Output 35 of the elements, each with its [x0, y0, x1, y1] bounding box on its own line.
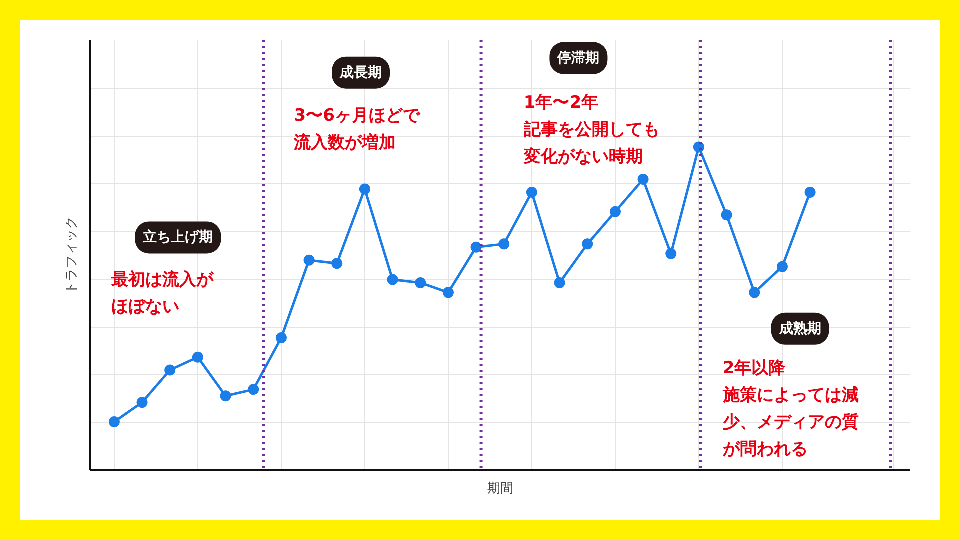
point	[776, 261, 788, 272]
annotation: 成熟期	[778, 320, 822, 337]
y-axis-title: トラフィック	[64, 216, 80, 294]
point	[304, 254, 315, 266]
point	[136, 397, 148, 408]
point	[442, 287, 454, 298]
text: 停滞期	[556, 50, 600, 66]
point	[610, 206, 621, 218]
point	[666, 248, 677, 260]
point	[638, 174, 649, 186]
point	[220, 390, 232, 402]
point	[582, 238, 594, 250]
point	[248, 384, 260, 396]
x-axis-title: 期間	[488, 482, 514, 496]
point	[498, 238, 510, 250]
annotation: 3〜6ヶ月ほどで流入数が増加	[293, 106, 421, 154]
point	[804, 186, 816, 198]
point	[164, 364, 176, 376]
point	[192, 352, 204, 363]
text: 成長期	[339, 64, 382, 81]
point	[749, 287, 760, 298]
point	[415, 277, 426, 288]
point	[387, 274, 398, 286]
point	[526, 186, 538, 198]
point	[332, 258, 343, 270]
point	[108, 416, 120, 428]
point	[359, 184, 370, 195]
annotation: 1年〜2年記事を公開しても変化がない時期	[522, 93, 660, 168]
point	[276, 332, 287, 344]
annotation: 2年以降施策によっては減少、メディアの質が問われる	[722, 358, 859, 460]
point	[721, 210, 732, 221]
point	[470, 242, 482, 253]
point	[554, 277, 566, 288]
annotation: 立ち上げ期	[142, 228, 214, 246]
annotation: 最初は流入がほぼない	[110, 270, 214, 318]
